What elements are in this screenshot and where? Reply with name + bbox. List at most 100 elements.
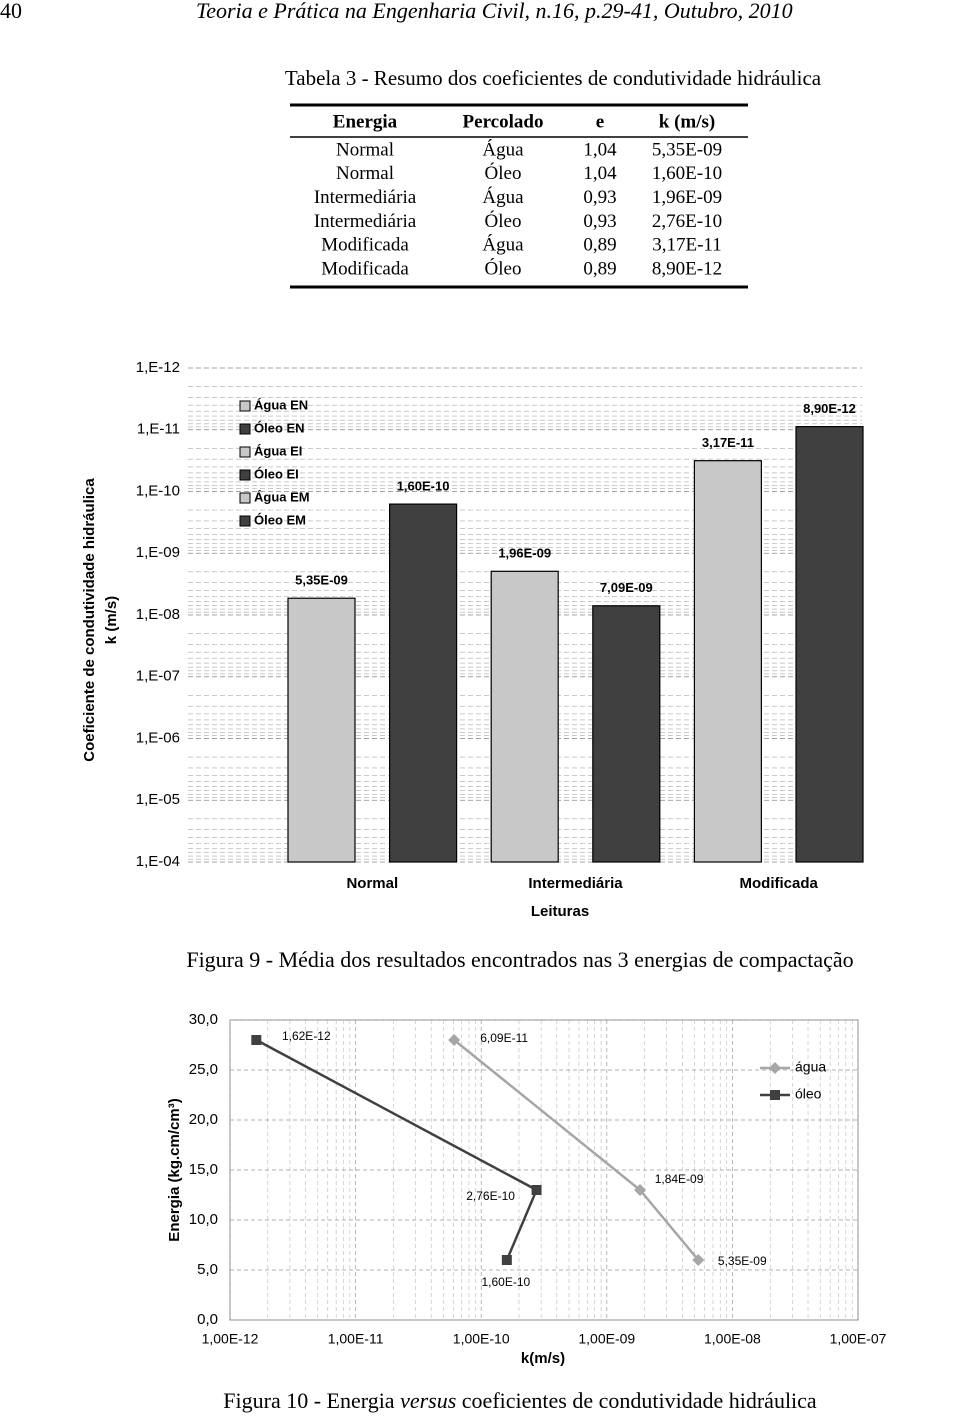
data-label: 5,35E-09 (295, 573, 348, 588)
bar (795, 426, 864, 863)
figure-caption: Figura 9 - Média dos resultados encontra… (186, 947, 853, 972)
bar (592, 605, 661, 863)
x-tick-label: Intermediária (528, 875, 623, 892)
y-axis-label: Coeficiente de condutividade hidráulica (81, 478, 98, 762)
data-label: 7,09E-09 (600, 580, 653, 595)
table-cell: 2,76E-10 (652, 211, 722, 232)
data-label: 1,60E-10 (481, 1275, 530, 1289)
table-cell: Normal (336, 139, 394, 160)
journal-header: Teoria e Prática na Engenharia Civil, n.… (196, 0, 793, 23)
data-label: 5,35E-09 (718, 1254, 767, 1268)
table-cell: 0,93 (583, 211, 616, 232)
figure-caption: Figura 10 - Energia versus coeficientes … (223, 1388, 817, 1413)
y-tick-label: 20,0 (189, 1111, 218, 1128)
legend-swatch (239, 492, 251, 504)
y-tick-label: 10,0 (189, 1211, 218, 1228)
marker (634, 1184, 647, 1196)
data-label: 1,84E-09 (655, 1172, 704, 1186)
x-tick-label: 1,00E-09 (578, 1331, 635, 1347)
legend-swatch (239, 446, 251, 458)
x-axis-label: k(m/s) (521, 1350, 565, 1367)
table-header: e (596, 111, 604, 132)
y-tick-label: 25,0 (189, 1061, 218, 1078)
table-cell: Modificada (321, 235, 409, 256)
data-label: 1,96E-09 (498, 546, 551, 561)
data-label: 8,90E-12 (803, 401, 856, 416)
table-cell: Água (482, 138, 524, 160)
y-tick-label: 1,E-08 (136, 606, 180, 623)
bar (693, 460, 763, 863)
bar (490, 570, 559, 863)
y-tick-label: 30,0 (189, 1011, 218, 1028)
marker (501, 1255, 512, 1265)
bar (389, 503, 458, 863)
marker (531, 1185, 542, 1195)
table-cell: Óleo (485, 162, 522, 184)
table-cell: Modificada (321, 258, 409, 279)
y-tick-label: 1,E-12 (136, 359, 180, 376)
legend-marker (769, 1062, 781, 1074)
data-label: 2,76E-10 (466, 1189, 515, 1203)
y-tick-label: 1,E-04 (136, 853, 180, 870)
table-cell: Intermediária (314, 211, 417, 232)
table-cell: Intermediária (314, 187, 417, 208)
data-label: 3,17E-11 (702, 435, 754, 450)
data-label: 6,09E-11 (480, 1031, 528, 1045)
table-cell: 0,93 (583, 187, 616, 208)
data-label: 1,60E-10 (397, 479, 450, 494)
x-tick-label: 1,00E-10 (453, 1331, 510, 1347)
table-cell: Óleo (485, 257, 522, 279)
x-tick-label: 1,00E-11 (328, 1331, 384, 1347)
table-header: k (m/s) (659, 111, 715, 132)
y-tick-label: 1,E-05 (136, 791, 180, 808)
y-tick-label: 1,E-11 (137, 421, 180, 438)
legend-swatch (239, 515, 251, 527)
legend-swatch (239, 469, 251, 481)
table-cell: 1,04 (583, 139, 617, 160)
y-axis-label: k (m/s) (103, 596, 120, 644)
legend-swatch (239, 400, 251, 412)
table-cell: 0,89 (583, 235, 616, 256)
legend-label: Água EI (254, 443, 302, 458)
y-tick-label: 1,E-09 (136, 544, 180, 561)
legend-label: água (795, 1059, 826, 1075)
x-tick-label: 1,00E-08 (704, 1331, 761, 1347)
y-tick-label: 1,E-06 (136, 729, 180, 746)
legend-swatch (239, 423, 251, 435)
y-tick-label: 1,E-10 (136, 482, 180, 499)
legend-label: óleo (795, 1086, 822, 1102)
table-caption: Tabela 3 - Resumo dos coeficientes de co… (285, 66, 822, 90)
x-axis-label: Leituras (531, 903, 589, 920)
caption-part: versus (400, 1388, 456, 1413)
caption-part: Figura 10 - Energia (223, 1388, 400, 1413)
table-cell: 0,89 (583, 258, 616, 279)
y-tick-label: 15,0 (189, 1161, 218, 1178)
x-tick-label: Normal (346, 875, 398, 892)
marker (448, 1034, 461, 1046)
legend-label: Água EN (254, 397, 308, 412)
table-cell: Água (482, 234, 524, 256)
x-tick-label: Modificada (740, 875, 819, 892)
page-number: 40 (0, 0, 22, 23)
x-tick-label: 1,00E-12 (202, 1331, 259, 1347)
y-tick-label: 1,E-07 (136, 668, 180, 685)
marker (251, 1035, 262, 1045)
table-cell: 1,60E-10 (652, 163, 722, 184)
caption-part: coeficientes de condutividade hidráulica (456, 1388, 817, 1413)
table-cell: 1,96E-09 (652, 187, 722, 208)
table-cell: Água (482, 186, 524, 208)
legend-label: Água EM (254, 489, 310, 504)
table-cell: 1,04 (583, 163, 617, 184)
bar (287, 597, 356, 863)
legend-label: Óleo EN (254, 420, 305, 435)
y-tick-label: 0,0 (197, 1311, 218, 1328)
table-cell: 8,90E-12 (652, 258, 722, 279)
table-cell: Óleo (485, 210, 522, 232)
y-axis-label: Energia (kg.cm/cm³) (166, 1098, 183, 1241)
y-tick-label: 5,0 (197, 1261, 218, 1278)
table-header: Energia (333, 111, 398, 132)
legend-label: Óleo EI (254, 466, 299, 481)
legend-marker (770, 1090, 780, 1100)
